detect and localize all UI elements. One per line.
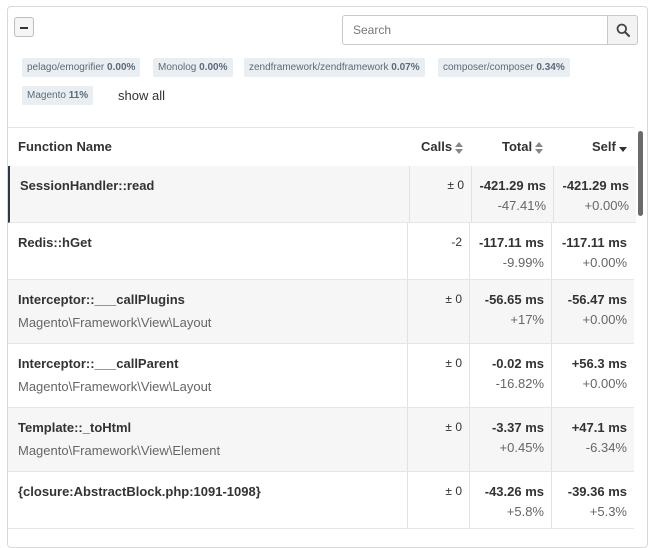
self-value: +47.1 ms [571,420,627,435]
function-name: Interceptor::___callParent [18,356,179,371]
search-icon [616,23,630,37]
minus-icon [20,27,28,29]
total-value: -56.65 ms [484,292,544,307]
calls-value: ± 0 [445,484,462,498]
table-row[interactable]: SessionHandler::read ± 0 -421.29 ms-47.4… [8,166,636,223]
self-percent: +5.3% [589,504,627,519]
self-value: -56.47 ms [567,292,627,307]
self-percent: +0.00% [582,312,627,327]
show-all-link[interactable]: show all [118,88,165,103]
column-function-name[interactable]: Function Name [18,139,112,154]
self-percent: +0.00% [582,376,627,391]
table-header: Function Name Calls Total Self [8,127,634,167]
function-name: Interceptor::___callPlugins [18,292,185,307]
total-value: -0.02 ms [491,356,544,371]
column-total[interactable]: Total [502,139,544,154]
calls-value: ± 0 [447,178,464,192]
package-tag[interactable]: pelago/emogrifier 0.00% [22,58,141,77]
total-value: -43.26 ms [484,484,544,499]
package-tag[interactable]: Magento 11% [22,86,94,105]
function-namespace: Magento\Framework\View\Element [18,443,221,458]
package-tag[interactable]: zendframework/zendframework 0.07% [244,58,425,77]
self-value: -117.11 ms [561,235,627,250]
column-calls[interactable]: Calls [421,139,464,154]
function-name: SessionHandler::read [20,178,155,193]
calls-value: ± 0 [445,420,462,434]
self-value: -421.29 ms [562,178,630,193]
total-percent: +0.45% [499,440,544,455]
total-percent: -9.99% [502,255,544,270]
package-tag[interactable]: Monolog 0.00% [153,58,233,77]
function-name: {closure:AbstractBlock.php:1091-1098} [18,484,261,499]
function-name: Template::_toHtml [18,420,132,435]
sort-desc-icon [618,146,627,152]
total-percent: -16.82% [495,376,544,391]
function-namespace: Magento\Framework\View\Layout [18,379,212,394]
profile-comparison-panel: pelago/emogrifier 0.00% Monolog 0.00% ze… [7,6,648,548]
search-input[interactable] [342,15,607,45]
search-bar [342,15,638,45]
self-value: +56.3 ms [571,356,627,371]
calls-value: ± 0 [445,356,462,370]
calls-value: -2 [451,235,462,249]
total-value: -421.29 ms [479,178,547,193]
collapse-button[interactable] [14,17,34,37]
total-value: -3.37 ms [491,420,544,435]
total-percent: +5.8% [506,504,544,519]
sort-both-icon [455,141,464,154]
search-button[interactable] [607,15,638,45]
table-row[interactable]: {closure:AbstractBlock.php:1091-1098} ± … [8,472,634,529]
calls-value: ± 0 [445,292,462,306]
sort-both-icon [535,141,544,154]
total-percent: -47.41% [497,198,546,213]
self-percent: -6.34% [585,440,627,455]
self-percent: +0.00% [584,198,629,213]
table-scrollbar[interactable] [638,131,643,216]
self-value: -39.36 ms [567,484,627,499]
total-percent: +17% [510,312,544,327]
self-percent: +0.00% [582,255,627,270]
package-tag[interactable]: composer/composer 0.34% [438,58,570,77]
function-namespace: Magento\Framework\View\Layout [18,315,212,330]
function-name: Redis::hGet [18,235,92,250]
total-value: -117.11 ms [478,235,544,250]
table-row[interactable]: Redis::hGet -2 -117.11 ms-9.99% -117.11 … [8,223,634,280]
column-self[interactable]: Self [592,139,627,154]
